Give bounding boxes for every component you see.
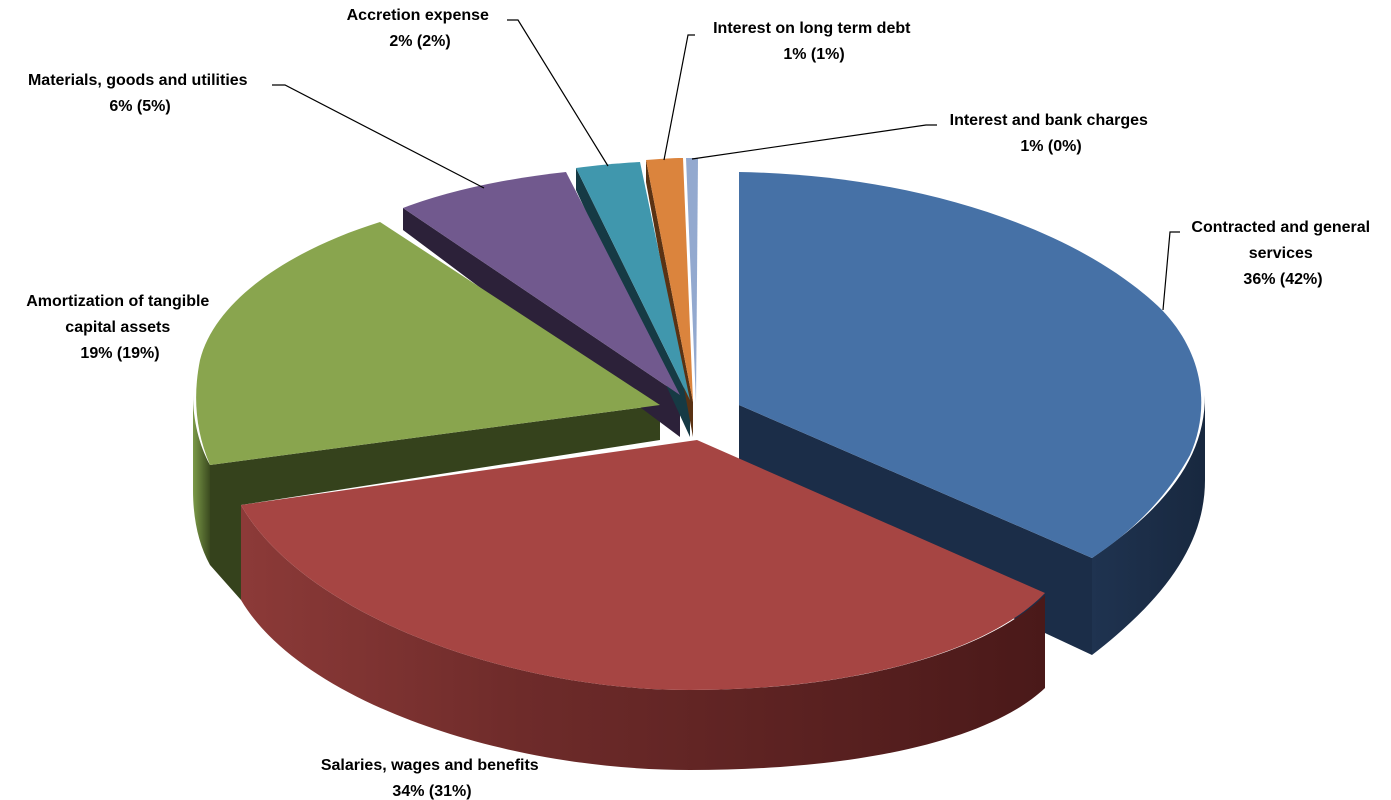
label-accretion-value: 2% (2%): [389, 33, 450, 50]
label-salaries-value: 34% (31%): [392, 783, 471, 800]
label-amortization-name-2: capital assets: [65, 319, 170, 336]
label-materials-name: Materials, goods and utilities: [28, 72, 248, 89]
label-interest-bank-name: Interest and bank charges: [950, 112, 1148, 129]
label-interest-ltd: Interest on long term debt 1% (1%): [713, 20, 915, 63]
label-accretion: Accretion expense 2% (2%): [347, 7, 494, 50]
label-salaries: Salaries, wages and benefits 34% (31%): [321, 757, 543, 800]
label-materials-value: 6% (5%): [109, 98, 170, 115]
label-accretion-name: Accretion expense: [347, 7, 489, 24]
label-contracted-name-1: Contracted and general: [1191, 219, 1370, 236]
leader-interest-ltd: [664, 35, 695, 160]
label-interest-bank-value: 1% (0%): [1020, 138, 1081, 155]
label-contracted-value: 36% (42%): [1243, 271, 1322, 288]
label-salaries-name: Salaries, wages and benefits: [321, 757, 539, 774]
leader-materials: [272, 85, 484, 188]
label-amortization: Amortization of tangible capital assets …: [26, 293, 214, 362]
label-interest-ltd-value: 1% (1%): [783, 46, 844, 63]
leader-interest-bank: [692, 125, 937, 159]
label-contracted: Contracted and general services 36% (42%…: [1191, 219, 1374, 288]
leader-contracted: [1163, 232, 1180, 310]
leader-accretion: [507, 20, 608, 166]
label-amortization-name-1: Amortization of tangible: [26, 293, 209, 310]
label-amortization-value: 19% (19%): [80, 345, 159, 362]
label-interest-ltd-name: Interest on long term debt: [713, 20, 911, 37]
label-contracted-name-2: services: [1249, 245, 1313, 262]
label-materials: Materials, goods and utilities 6% (5%): [28, 72, 252, 115]
label-interest-bank: Interest and bank charges 1% (0%): [950, 112, 1153, 155]
